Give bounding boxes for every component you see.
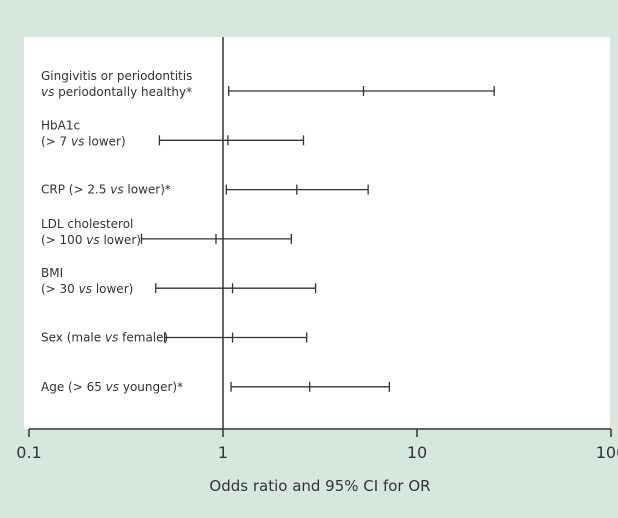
row-3: LDL cholesterol (> 100 vs lower): [41, 217, 292, 247]
row-6: Age (> 65 vs younger)*: [41, 380, 390, 394]
row-5: Sex (male vs female): [41, 331, 308, 345]
x-tick-label-3: 100: [596, 443, 618, 462]
row-4: BMI (> 30 vs lower): [41, 266, 317, 296]
plot-panel: [24, 37, 610, 429]
row-label-1-line-0: HbA1c: [41, 118, 80, 132]
x-tick-label-0: 0.1: [16, 443, 41, 462]
row-label-0-line-1: vs periodontally healthy*: [41, 85, 192, 99]
row-label-1-line-1: (> 7 vs lower): [41, 134, 126, 148]
row-label-3-line-1: (> 100 vs lower): [41, 233, 141, 247]
row-label-4-line-1: (> 30 vs lower): [41, 282, 133, 296]
row-label-4-line-0: BMI: [41, 266, 63, 280]
x-axis-ticks: 0.1 1 10 100: [16, 429, 618, 462]
row-label-6-line-0: Age (> 65 vs younger)*: [41, 380, 183, 394]
data-rows: Gingivitis or periodontitis vs periodonta…: [41, 69, 495, 394]
row-label-0-line-0: Gingivitis or periodontitis: [41, 69, 192, 83]
row-0: Gingivitis or periodontitis vs periodonta…: [41, 69, 495, 99]
row-label-3-line-0: LDL cholesterol: [41, 217, 133, 231]
x-tick-label-1: 1: [218, 443, 228, 462]
row-label-5-line-0: Sex (male vs female): [41, 331, 168, 345]
x-axis-title: Odds ratio and 95% CI for OR: [209, 477, 430, 495]
row-label-2-line-0: CRP (> 2.5 vs lower)*: [41, 183, 171, 197]
row-1: HbA1c (> 7 vs lower): [41, 118, 305, 148]
x-tick-label-2: 10: [407, 443, 427, 462]
row-2: CRP (> 2.5 vs lower)*: [41, 183, 369, 197]
